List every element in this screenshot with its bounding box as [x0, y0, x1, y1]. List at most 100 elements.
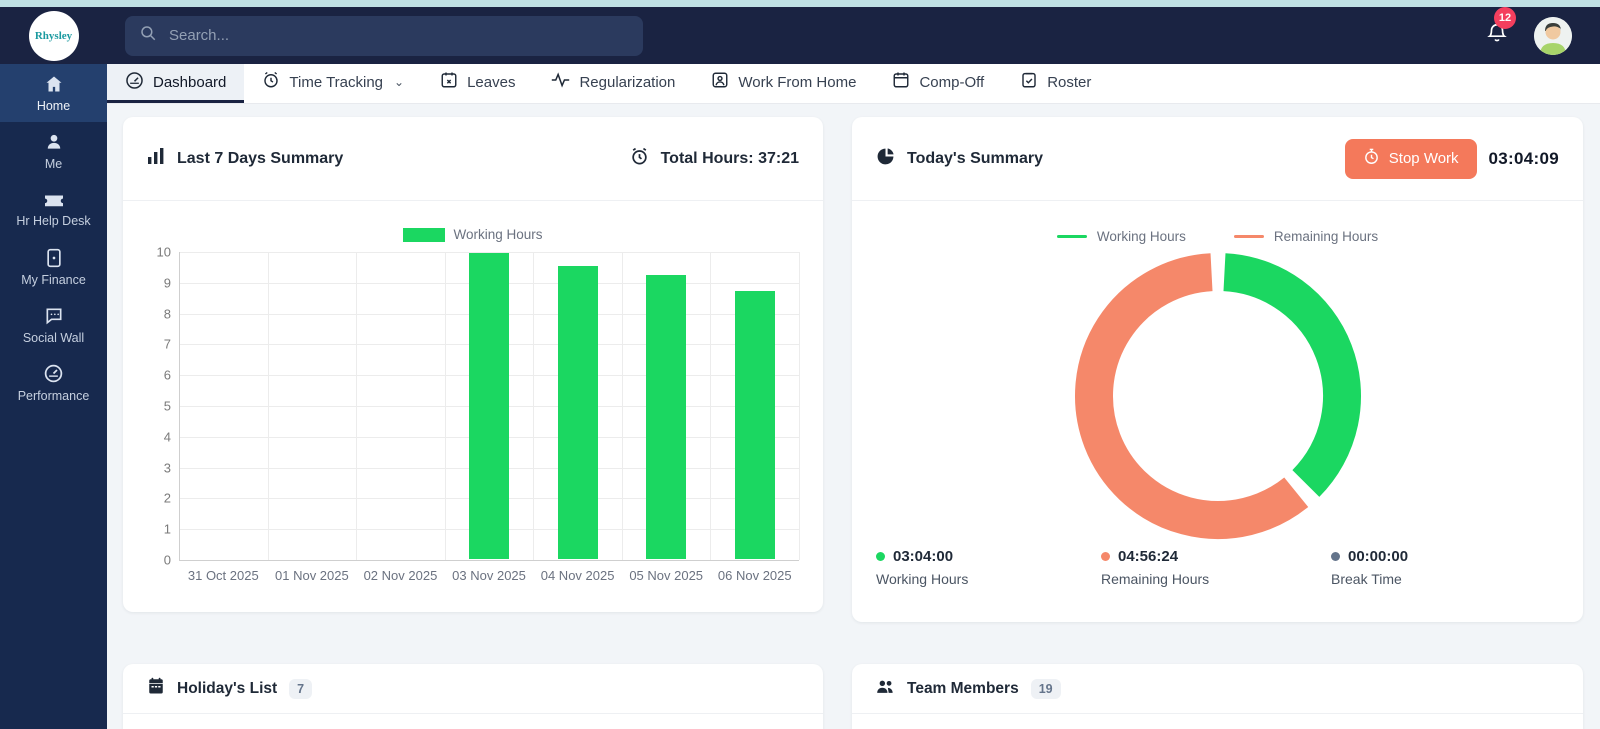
dashboard-icon: [125, 71, 144, 94]
chevron-down-icon: ⌄: [394, 75, 405, 89]
x-tick-label: 05 Nov 2025: [629, 568, 704, 583]
sidebar-item-home[interactable]: Home: [0, 64, 107, 122]
bar-chart: Working Hours 0 1 2 3 4 5 6 7 8 9 10 31 Oct 2025 01…: [123, 201, 823, 601]
sidebar-item-performance[interactable]: Performance: [0, 354, 107, 412]
clipboard-check-icon: [1020, 71, 1038, 93]
working-hours-bar[interactable]: [646, 275, 687, 559]
stat-break-time: 00:00:00 Break Time: [1331, 548, 1559, 587]
tab-work-from-home[interactable]: Work From Home: [693, 64, 874, 103]
stat-value: 04:56:24: [1118, 548, 1179, 565]
tab-regularization[interactable]: Regularization: [533, 64, 693, 103]
y-tick-label: 5: [163, 398, 171, 414]
donut-legend: Working Hours Remaining Hours: [852, 201, 1583, 244]
y-tick-label: 10: [156, 244, 171, 260]
work-timer: 03:04:09: [1488, 148, 1559, 168]
search-icon: [139, 24, 157, 47]
y-tick-label: 0: [163, 552, 171, 568]
sidebar-item-label: Performance: [17, 389, 90, 403]
working-hours-bar[interactable]: [469, 253, 509, 559]
stop-work-button[interactable]: Stop Work: [1344, 138, 1477, 179]
sidebar-item-label: My Finance: [21, 272, 86, 287]
todays-summary-card: Today's Summary Stop Work 03:04:09: [852, 117, 1583, 622]
donut-legend-item[interactable]: Working Hours: [1056, 229, 1186, 244]
tab-label: Time Tracking: [289, 73, 384, 91]
x-tick-label: 03 Nov 2025: [452, 568, 526, 583]
x-tick-label: 02 Nov 2025: [363, 568, 438, 583]
tab-label: Comp-Off: [919, 73, 985, 91]
tab-bar: Dashboard Time Tracking ⌄ Leaves Regularizat…: [107, 64, 1600, 104]
x-tick-label: 01 Nov 2025: [275, 568, 349, 583]
stat-value: 00:00:00: [1348, 548, 1409, 565]
sidebar: Home Me Hr Help Desk My Finance Social Wall P…: [0, 64, 107, 729]
y-tick-label: 6: [163, 367, 171, 383]
notifications-button[interactable]: 12: [1486, 7, 1516, 50]
donut-legend-item[interactable]: Remaining Hours: [1233, 229, 1378, 244]
today-stats-row: 03:04:00 Working Hours 04:56:24 Remaining H…: [852, 542, 1583, 613]
holidays-card: Holiday's List 7: [123, 664, 823, 729]
tab-label: Work From Home: [738, 73, 857, 91]
sidebar-item-label: Me: [44, 156, 63, 171]
y-tick-label: 9: [163, 275, 171, 291]
chat-icon: [44, 306, 64, 326]
sidebar-item-hr-help-desk[interactable]: Hr Help Desk: [0, 180, 107, 238]
bar-plot-area: [179, 252, 800, 561]
stopwatch-icon: [1363, 148, 1380, 169]
user-avatar[interactable]: [1534, 16, 1572, 55]
card-title-today: Today's Summary: [907, 149, 1043, 167]
y-tick-label: 1: [163, 521, 171, 537]
tab-time-tracking[interactable]: Time Tracking ⌄: [244, 64, 422, 103]
sidebar-item-social-wall[interactable]: Social Wall: [0, 296, 107, 354]
stat-label: Break Time: [1331, 571, 1402, 587]
stat-label: Working Hours: [876, 571, 969, 587]
search-box[interactable]: [125, 15, 643, 56]
legend-swatch-working-hours: [403, 227, 446, 242]
working-hours-bar[interactable]: [734, 291, 775, 559]
tab-label: Dashboard: [153, 73, 227, 91]
pie-chart-icon: [876, 146, 895, 171]
logo-text: Rhysley: [34, 29, 73, 42]
top-teal-strip: [0, 0, 1600, 7]
bar-chart-icon: [147, 147, 165, 170]
tab-label: Regularization: [579, 73, 676, 91]
card-title-holidays: Holiday's List: [177, 679, 278, 697]
y-tick-label: 7: [163, 336, 171, 352]
home-icon: [44, 74, 64, 94]
y-tick-label: 3: [163, 460, 171, 476]
calendar-x-icon: [440, 71, 458, 93]
x-tick-label: 31 Oct 2025: [187, 568, 259, 583]
alarm-icon: [262, 71, 280, 93]
tab-comp-off[interactable]: Comp-Off: [874, 64, 1002, 103]
sidebar-item-me[interactable]: Me: [0, 122, 107, 180]
card-title-last7: Last 7 Days Summary: [177, 149, 344, 167]
gauge-icon: [43, 363, 64, 384]
x-tick-label: 04 Nov 2025: [540, 568, 615, 583]
y-tick-label: 4: [163, 429, 171, 445]
search-input[interactable]: [169, 27, 629, 44]
tab-roster[interactable]: Roster: [1002, 64, 1109, 103]
company-logo[interactable]: Rhysley: [28, 10, 79, 61]
tab-label: Roster: [1047, 73, 1092, 91]
stat-value: 03:04:00: [893, 548, 954, 565]
calendar-icon: [147, 677, 165, 700]
tab-leaves[interactable]: Leaves: [422, 64, 533, 103]
team-members-card: Team Members 19: [852, 664, 1583, 729]
app-header: Rhysley 12: [0, 7, 1600, 64]
legend-label-working-hours: Working Hours: [453, 227, 543, 242]
total-hours-text: Total Hours: 37:21: [660, 149, 799, 167]
sidebar-item-my-finance[interactable]: My Finance: [0, 238, 107, 296]
people-icon: [876, 678, 895, 700]
sidebar-item-label: Home: [36, 98, 71, 113]
tab-dashboard[interactable]: Dashboard: [107, 64, 245, 103]
team-count-badge: 19: [1030, 678, 1061, 699]
last-7-days-card: Last 7 Days Summary Total Hours: 37:21: [123, 117, 823, 612]
stat-dot: [876, 552, 885, 561]
calendar-icon: [892, 71, 910, 93]
sidebar-item-label: Social Wall: [22, 330, 85, 345]
person-frame-icon: [711, 71, 729, 93]
working-hours-bar[interactable]: [557, 266, 598, 559]
x-tick-label: 06 Nov 2025: [717, 568, 792, 583]
y-axis-labels: 0 1 2 3 4 5 6 7 8 9 10: [147, 245, 179, 568]
pulse-icon: [551, 72, 570, 92]
stat-dot: [1101, 552, 1110, 561]
finance-icon: [45, 248, 63, 268]
